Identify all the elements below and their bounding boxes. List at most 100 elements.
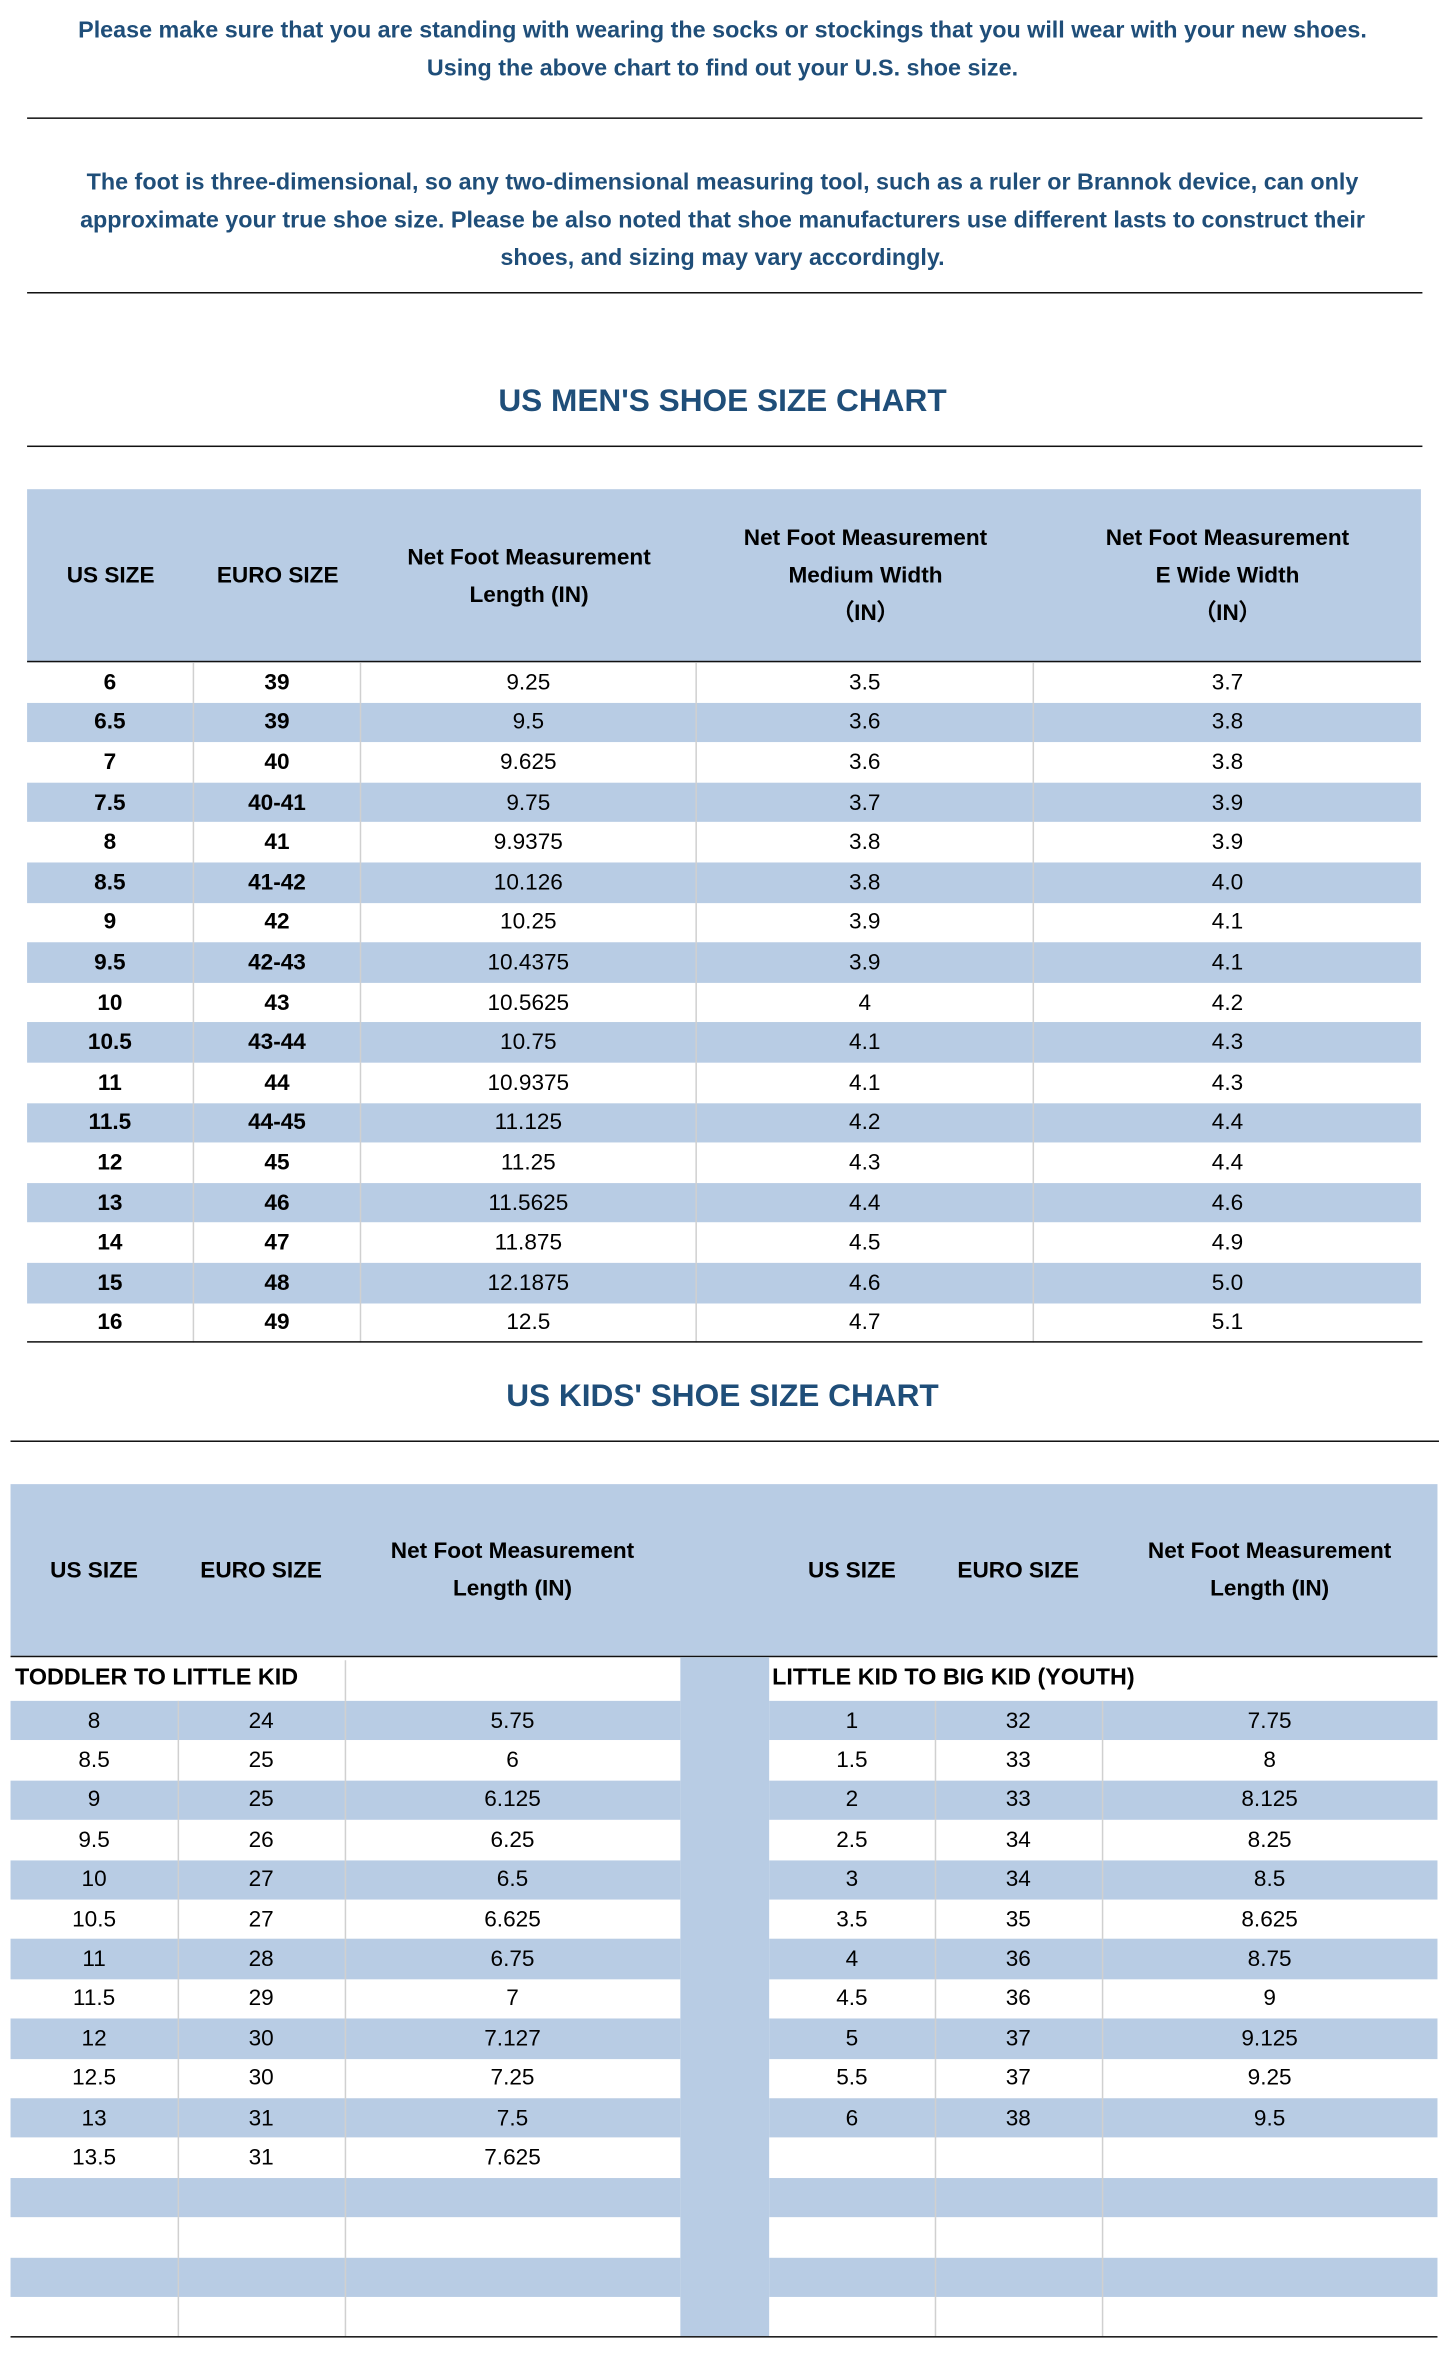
table-cell: 6 [845,2105,859,2131]
table-cell: 10.5625 [361,982,697,1023]
header-line: Length (IN) [1210,1575,1330,1602]
table-cell: 3.7 [1211,669,1244,696]
table-cell: 4 [697,982,1035,1023]
table-cell: 8.5 [27,862,195,903]
table-cell: 4.6 [697,1262,1035,1303]
col-border [344,2098,347,2138]
row-shade [27,1262,1421,1303]
col-border [1101,1740,1104,1781]
table-cell: 7 [506,1986,519,2012]
header-cell: EURO SIZE [935,1484,1102,1656]
table-cell: 12 [27,1142,195,1183]
table-cell: 8.5 [1253,1866,1286,1893]
table-cell: 6.5 [27,702,195,743]
col-border [344,2257,347,2297]
table-cell: 3.9 [1211,829,1244,856]
row-shade [769,1780,1438,1821]
table-cell: 8 [87,1707,101,1734]
table-cell: 13 [27,1182,195,1223]
col-border [934,2098,937,2138]
header-line: EURO SIZE [957,1557,1080,1583]
table-cell: 47 [194,1222,362,1263]
row-shade [769,2257,1438,2297]
col-border [1101,1820,1104,1860]
table-cell: 9.9375 [361,822,697,863]
table-cell: 49 [194,1302,362,1343]
table-cell: 10.5 [27,1022,195,1063]
table-cell: 11 [27,1062,195,1103]
col-border [934,1740,937,1781]
header-cell: EURO SIZE [178,1484,345,1656]
section-label: TODDLER TO LITTLE KID [15,1664,299,1691]
header-line: EURO SIZE [200,1557,322,1583]
row-shade [769,1700,1438,1741]
table-cell: 6 [27,662,195,703]
col-border [177,2018,180,2059]
table-cell: 42-43 [194,942,362,983]
table-cell: 3.5 [697,662,1035,703]
col-border [934,2217,937,2258]
table-cell: 3.7 [697,782,1035,823]
table-cell: 32 [1005,1707,1031,1734]
table-cell: 30 [248,2025,274,2052]
section-label: LITTLE KID TO BIG KID (YOUTH) [772,1664,1135,1691]
col-border [344,1700,347,1741]
table-cell: 34 [1005,1866,1031,1893]
col-border [1101,2177,1104,2218]
col-border [1101,2257,1104,2297]
table-cell: 7.127 [484,2025,541,2052]
rule [27,1341,1423,1343]
table-cell: 24 [248,1707,274,1734]
table-cell: 9.25 [361,662,697,703]
note-line: Using the above chart to find out your U… [426,55,1019,82]
header-cell: US SIZE [11,1484,178,1656]
table-cell: 4.2 [697,1102,1035,1143]
table-cell: 9 [1263,1986,1276,2012]
note-line: The foot is three-dimensional, so any tw… [86,170,1359,196]
table-cell: 11.875 [361,1222,697,1263]
col-border [1101,2217,1104,2258]
table-cell: 5.75 [490,1707,535,1734]
table-cell: 3 [845,1866,859,1893]
col-border [177,2296,180,2337]
table-cell: 26 [248,1827,274,1853]
chart-title: US KIDS' SHOE SIZE CHART [506,1378,939,1414]
table-cell: 9.25 [1247,2065,1292,2092]
note-line: shoes, and sizing may vary accordingly. [500,245,945,271]
header-cell: Net Foot Measurement Length (IN) [361,489,697,662]
table-cell: 8.75 [1247,1946,1292,1972]
col-border [1101,2058,1104,2099]
table-cell: 14 [27,1222,195,1263]
table-cell: 37 [1005,2065,1031,2092]
table-cell: 4.1 [697,1062,1035,1103]
col-border [934,1939,937,1980]
table-cell: 4.3 [697,1142,1035,1183]
row-shade [27,862,1421,903]
row-shade [27,1102,1421,1143]
table-cell: 48 [194,1262,362,1303]
col-border [344,1979,347,2019]
table-cell: 6.25 [490,1827,535,1853]
header-line: Medium Width [788,562,943,589]
table-cell: 3.8 [697,822,1035,863]
table-cell: 9.5 [27,942,195,983]
table-cell: 10.25 [361,902,697,943]
table-cell: 8.625 [1241,1906,1298,1933]
header-line: Net Foot Measurement [1147,1538,1392,1564]
table-cell: 1 [845,1707,859,1734]
table-cell: 4.1 [1211,949,1244,976]
row-shade [27,942,1421,983]
table-cell: 9.625 [361,742,697,783]
table-cell: 3.9 [1211,789,1244,816]
table-cell: 4.3 [1211,1069,1244,1096]
col-border [344,2137,347,2178]
col-border [1101,1700,1104,1741]
col-border [177,2058,180,2099]
table-cell: 7.5 [27,782,195,823]
gap-column [680,1657,770,2337]
col-border [177,1780,180,1821]
table-cell: 31 [248,2145,274,2171]
col-border [934,1979,937,2019]
col-border [934,1899,937,1940]
table-cell: 33 [1005,1747,1031,1774]
